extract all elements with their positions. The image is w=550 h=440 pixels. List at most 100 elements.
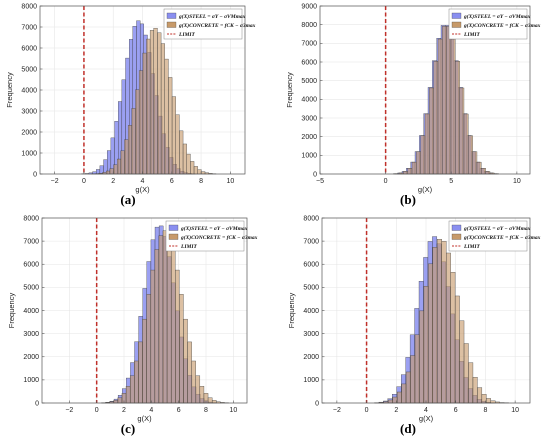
y-tick-label: 8000 xyxy=(303,215,319,222)
legend-entry: g(X)STEEL = σY − σVMmax xyxy=(463,13,531,20)
histogram-bar-concrete xyxy=(486,398,491,404)
x-tick-label: 10 xyxy=(226,178,234,185)
legend-swatch xyxy=(168,233,179,240)
histogram-bar-concrete xyxy=(450,272,456,404)
y-tick-label: 0 xyxy=(313,171,317,178)
legend-entry: g(X)CONCRETE = fCK − σ3max xyxy=(180,234,258,241)
histogram-bar-concrete xyxy=(131,108,136,175)
y-tick-label: 4000 xyxy=(303,308,319,315)
histogram-bar-concrete xyxy=(153,27,158,175)
panel-label: (d) xyxy=(400,421,416,436)
histogram-bar-concrete xyxy=(164,58,169,175)
x-axis-label: g(X) xyxy=(419,414,434,423)
y-tick-label: 1000 xyxy=(23,377,39,384)
x-tick-label: 10 xyxy=(229,407,237,414)
y-axis-label: Frequency xyxy=(287,293,296,329)
legend-box xyxy=(448,8,528,40)
y-tick-label: 4000 xyxy=(21,87,37,94)
y-tick-label: 3000 xyxy=(21,108,37,115)
y-tick-label: 7000 xyxy=(303,238,319,245)
y-tick-label: 5000 xyxy=(21,66,37,73)
x-tick-label: −2 xyxy=(51,178,59,185)
histogram-bar-concrete xyxy=(157,32,162,175)
histogram-bar-concrete xyxy=(407,168,413,175)
histogram-bar-concrete xyxy=(142,52,147,175)
y-tick-label: 9000 xyxy=(301,3,317,10)
x-tick-label: 2 xyxy=(111,178,115,185)
legend: g(X)STEEL = σY − σVMmax g(X)CONCRETE = fC… xyxy=(163,8,256,40)
legend-entry: LIMIT xyxy=(463,244,481,250)
histogram-bar-concrete xyxy=(472,151,478,175)
y-tick-label: 3000 xyxy=(301,115,317,122)
legend: g(X)STEEL = σY − σVMmax g(X)CONCRETE = fC… xyxy=(165,220,258,252)
y-tick-label: 0 xyxy=(33,171,37,178)
y-tick-label: 1000 xyxy=(21,150,37,157)
histogram-bar-concrete xyxy=(106,170,111,175)
x-tick-label: 6 xyxy=(454,407,458,414)
y-tick-label: 1000 xyxy=(301,153,317,160)
chart-panel-4: 0 1000 2000 3000 4000 5000 6000 7000 8000 −2 0 2 4 6 8… xyxy=(287,215,541,423)
y-tick-label: 3000 xyxy=(23,331,39,338)
histogram-bar-concrete xyxy=(179,294,184,404)
y-tick-label: 8000 xyxy=(301,22,317,29)
x-tick-label: 8 xyxy=(199,178,203,185)
legend-box xyxy=(163,8,243,40)
histogram-bar-concrete xyxy=(160,43,165,175)
histogram-bar-concrete xyxy=(162,230,168,404)
histogram-bar-concrete xyxy=(193,166,198,175)
legend-swatch xyxy=(451,21,462,28)
y-tick-label: 5000 xyxy=(301,78,317,85)
histogram-bar-concrete xyxy=(201,171,206,175)
histogram-bar-concrete xyxy=(175,114,180,175)
legend-swatch xyxy=(451,224,462,231)
histogram-bar-concrete xyxy=(463,343,469,404)
y-tick-label: 6000 xyxy=(21,45,37,52)
legend-entry: g(X)CONCRETE = fCK − σ3max xyxy=(463,22,541,29)
x-tick-label: 0 xyxy=(95,407,99,414)
x-tick-label: 4 xyxy=(141,178,145,185)
histogram-bar-concrete xyxy=(477,387,483,404)
histogram-bar-concrete xyxy=(186,153,191,175)
histogram-bar-concrete xyxy=(125,386,131,404)
histogram-bar-concrete xyxy=(428,263,434,404)
y-tick-label: 4000 xyxy=(301,97,317,104)
histogram-bar-concrete xyxy=(120,150,125,175)
histogram-bar-concrete xyxy=(403,171,408,175)
histogram-bar-concrete xyxy=(437,239,442,404)
histogram-bar-concrete xyxy=(195,375,201,404)
x-tick-label: −2 xyxy=(333,407,341,414)
x-tick-label: 0 xyxy=(82,178,86,185)
x-tick-label: 0 xyxy=(365,407,369,414)
x-tick-label: 10 xyxy=(513,178,521,185)
x-tick-label: 2 xyxy=(394,407,398,414)
histogram-bar-concrete xyxy=(116,158,122,175)
x-tick-label: 8 xyxy=(204,407,208,414)
histogram-bar-concrete xyxy=(199,386,205,404)
panel-label: (c) xyxy=(121,421,135,436)
histogram-bar-concrete xyxy=(420,135,426,175)
y-tick-label: 5000 xyxy=(23,285,39,292)
histogram-bar-concrete xyxy=(134,360,139,404)
histogram-bar-concrete xyxy=(463,113,469,175)
legend-entry: g(X)STEEL = σY − σVMmax xyxy=(463,225,531,232)
x-tick-label: 8 xyxy=(483,407,487,414)
y-tick-label: 7000 xyxy=(21,24,37,31)
histogram-bar-concrete xyxy=(433,61,439,175)
histogram-bar-concrete xyxy=(450,38,456,175)
legend-entry: g(X)CONCRETE = fCK − σ3max xyxy=(178,22,256,29)
histogram-bar-concrete xyxy=(459,87,465,175)
y-axis-label: Frequency xyxy=(5,72,14,108)
x-tick-label: 5 xyxy=(449,178,453,185)
histogram-bar-concrete xyxy=(437,38,443,175)
y-tick-label: 2000 xyxy=(21,129,37,136)
y-tick-label: 0 xyxy=(315,400,319,407)
histogram-bar-concrete xyxy=(432,247,438,404)
histogram-bar-concrete xyxy=(129,375,135,404)
x-tick-label: 4 xyxy=(149,407,153,414)
histogram-bar-concrete xyxy=(401,383,407,404)
histogram-bar-concrete xyxy=(179,130,184,175)
histogram-bar-concrete xyxy=(441,241,447,404)
histogram-bar-concrete xyxy=(166,235,172,404)
histogram-bar-concrete xyxy=(127,125,132,175)
